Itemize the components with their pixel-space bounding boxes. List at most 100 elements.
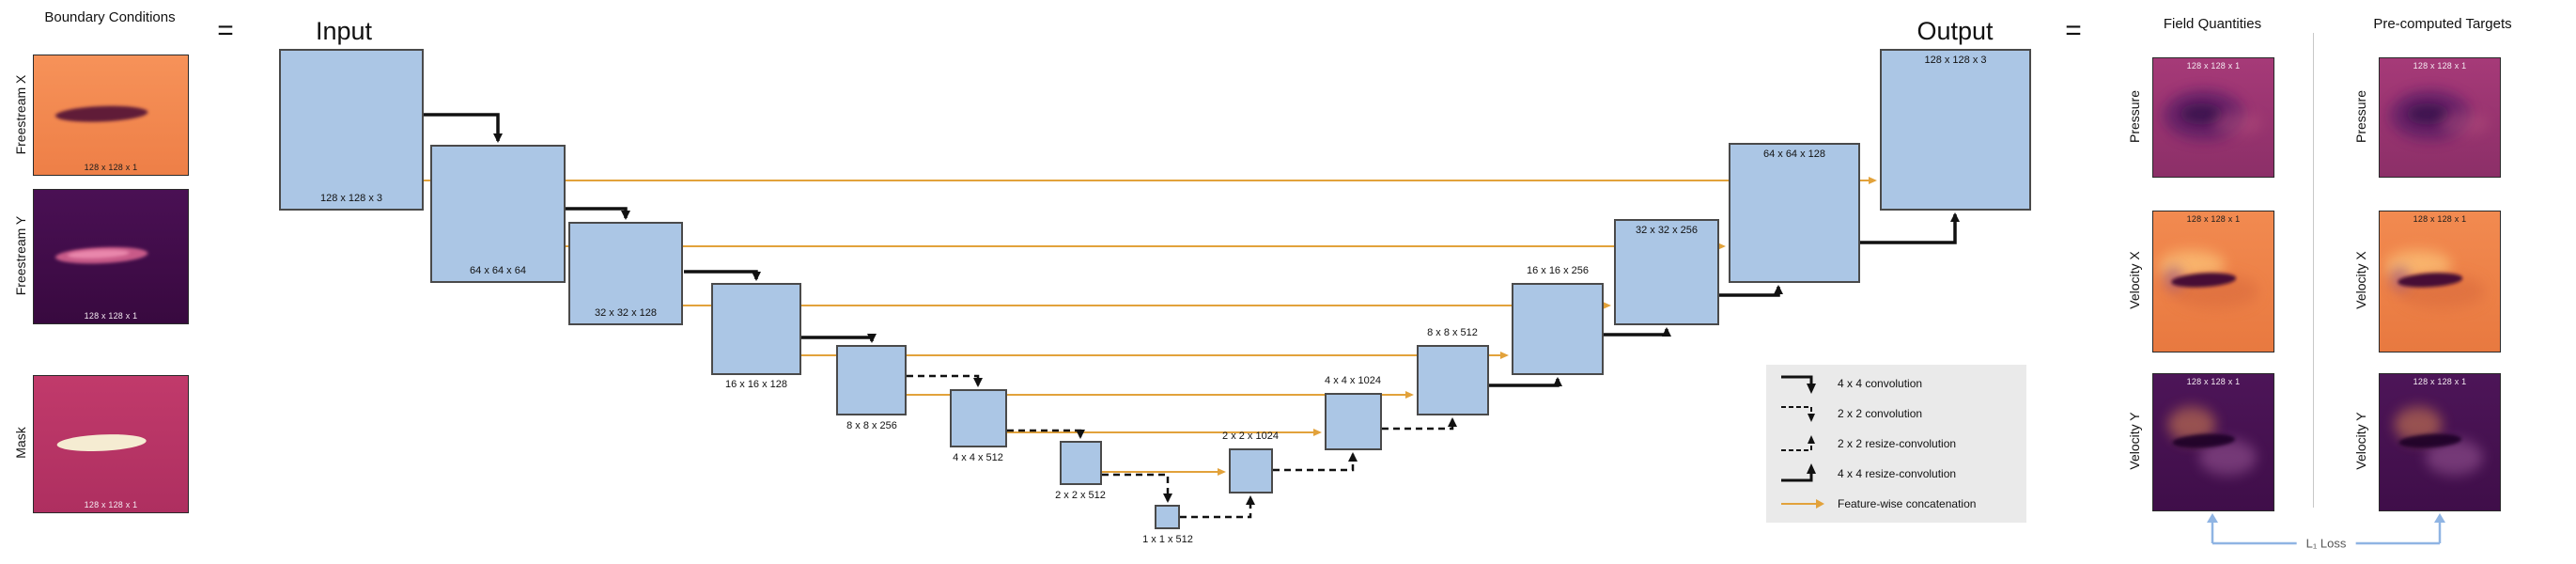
target-pressure-label: Pressure <box>2353 89 2368 144</box>
legend-item-feature-concatenation: Feature-wise concatenation <box>1766 489 2026 519</box>
image-size-label: 128 x 128 x 1 <box>2413 377 2467 386</box>
image-size-label: 128 x 128 x 1 <box>84 163 138 172</box>
resize-conv-arrow <box>1489 377 1562 387</box>
legend-label: 2 x 2 resize-convolution <box>1838 437 1957 450</box>
velocity-y-field-image: 128 x 128 x 1 <box>2152 373 2274 511</box>
legend-item-2x2-resize-convolution: 2 x 2 resize-convolution <box>1766 429 2026 459</box>
layer-size-label: 2 x 2 x 512 <box>1055 490 1106 501</box>
legend-box: 4 x 4 convolution 2 x 2 convolution 2 x … <box>1766 365 2026 523</box>
unet-layer-box: 32 x 32 x 256 <box>1614 219 1719 325</box>
legend-label: 4 x 4 convolution <box>1838 377 1923 390</box>
equals-right: = <box>2065 15 2082 46</box>
conv-arrow-dashed <box>1102 473 1172 503</box>
column-divider <box>2313 33 2314 508</box>
conv-arrow <box>424 113 503 143</box>
dashed-resize-conv-arrow-icon <box>1781 435 1815 451</box>
conv-arrow-dashed <box>907 374 983 387</box>
layer-size-label: 128 x 128 x 3 <box>319 193 383 204</box>
freestream-y-image: 128 x 128 x 1 <box>33 189 189 324</box>
unet-layer-box: 32 x 32 x 128 <box>568 222 683 325</box>
precomputed-targets-title: Pre-computed Targets <box>2373 16 2512 32</box>
solid-conv-arrow-icon <box>1781 375 1816 394</box>
output-title: Output <box>1916 17 1994 45</box>
resize-conv-arrow <box>1860 212 1960 244</box>
layer-size-label: 128 x 128 x 3 <box>1924 55 1987 66</box>
l1-loss-label: L₁ Loss <box>2296 535 2356 552</box>
concat-arrow-icon <box>1781 499 1824 509</box>
layer-size-label: 32 x 32 x 256 <box>1635 225 1699 236</box>
layer-size-label: 32 x 32 x 128 <box>594 307 658 319</box>
velocity-x-colormap <box>2153 212 2273 352</box>
boundary-conditions-title: Boundary Conditions <box>44 9 176 25</box>
layer-size-label: 16 x 16 x 256 <box>1526 265 1590 276</box>
velocity-y-colormap <box>2380 374 2500 510</box>
legend-item-2x2-convolution: 2 x 2 convolution <box>1766 399 2026 429</box>
layer-size-label: 2 x 2 x 1024 <box>1222 431 1279 442</box>
pressure-field-image: 128 x 128 x 1 <box>2152 57 2274 178</box>
layer-size-label: 16 x 16 x 128 <box>724 379 788 390</box>
freestream-y-label: Freestream Y <box>13 215 28 296</box>
loss-arrowhead-right <box>2434 513 2445 523</box>
unet-layer-box <box>1417 345 1489 415</box>
solid-resize-conv-arrow-icon <box>1781 463 1816 482</box>
layer-size-label: 4 x 4 x 1024 <box>1325 375 1381 386</box>
velocity-y-colormap <box>2153 374 2273 510</box>
target-velocity-x-label: Velocity X <box>2353 251 2368 309</box>
velocity-y-target-image: 128 x 128 x 1 <box>2379 373 2501 511</box>
layer-size-label: 1 x 1 x 512 <box>1142 534 1193 545</box>
unet-layer-box: 64 x 64 x 64 <box>430 145 566 283</box>
unet-bottleneck-box <box>1155 505 1180 529</box>
image-size-label: 128 x 128 x 1 <box>2186 377 2241 386</box>
unet-layer-box <box>711 283 801 375</box>
velocity-x-field-image: 128 x 128 x 1 <box>2152 211 2274 352</box>
conv-arrow-dashed <box>1007 429 1085 439</box>
resize-conv-arrow-dashed <box>1382 417 1457 431</box>
velocity-x-target-image: 128 x 128 x 1 <box>2379 211 2501 352</box>
conv-arrow <box>566 207 630 220</box>
layer-size-label: 4 x 4 x 512 <box>953 452 1003 463</box>
dashed-conv-arrow-icon <box>1781 406 1815 422</box>
unet-layer-box-output: 128 x 128 x 3 <box>1880 49 2031 211</box>
image-size-label: 128 x 128 x 1 <box>2413 61 2467 70</box>
legend-label: 4 x 4 resize-convolution <box>1838 467 1957 480</box>
conv-arrow <box>801 334 877 343</box>
freestream-x-label: Freestream X <box>13 74 28 155</box>
layer-size-label: 8 x 8 x 512 <box>1427 327 1478 338</box>
freestream-x-colormap <box>34 55 188 175</box>
unet-layer-box <box>950 389 1007 447</box>
pressure-colormap <box>2380 58 2500 177</box>
legend-item-4x4-convolution: 4 x 4 convolution <box>1766 368 2026 399</box>
unet-layer-box: 64 x 64 x 128 <box>1729 143 1860 283</box>
image-size-label: 128 x 128 x 1 <box>84 500 138 509</box>
pressure-target-image: 128 x 128 x 1 <box>2379 57 2501 178</box>
unet-layer-box <box>836 345 907 415</box>
field-quantities-title: Field Quantities <box>2163 16 2262 32</box>
resize-conv-arrow <box>1604 327 1671 337</box>
freestream-y-colormap <box>34 190 188 323</box>
legend-label: Feature-wise concatenation <box>1838 497 1977 510</box>
pressure-colormap <box>2153 58 2273 177</box>
velocity-x-label: Velocity X <box>2127 251 2142 309</box>
unet-layer-box <box>1060 441 1102 485</box>
unet-layer-box <box>1325 393 1382 450</box>
loss-arrowhead-left <box>2207 513 2218 523</box>
image-size-label: 128 x 128 x 1 <box>2186 61 2241 70</box>
conv-arrow <box>684 270 761 281</box>
resize-conv-arrow-dashed <box>1273 452 1358 472</box>
equals-left: = <box>217 15 234 46</box>
freestream-x-image: 128 x 128 x 1 <box>33 55 189 176</box>
legend-item-4x4-resize-convolution: 4 x 4 resize-convolution <box>1766 459 2026 489</box>
target-velocity-y-label: Velocity Y <box>2353 412 2368 470</box>
unet-layer-box-input: 128 x 128 x 3 <box>279 49 424 211</box>
layer-size-label: 64 x 64 x 64 <box>470 265 526 276</box>
unet-layer-box <box>1229 448 1273 494</box>
layer-size-label: 64 x 64 x 128 <box>1762 149 1826 160</box>
image-size-label: 128 x 128 x 1 <box>2186 214 2241 224</box>
input-title: Input <box>315 17 373 45</box>
mask-image: 128 x 128 x 1 <box>33 375 189 513</box>
resize-conv-arrow-dashed <box>1180 495 1255 519</box>
mask-colormap <box>34 376 188 512</box>
layer-size-label: 8 x 8 x 256 <box>846 420 897 431</box>
mask-label: Mask <box>13 427 28 459</box>
